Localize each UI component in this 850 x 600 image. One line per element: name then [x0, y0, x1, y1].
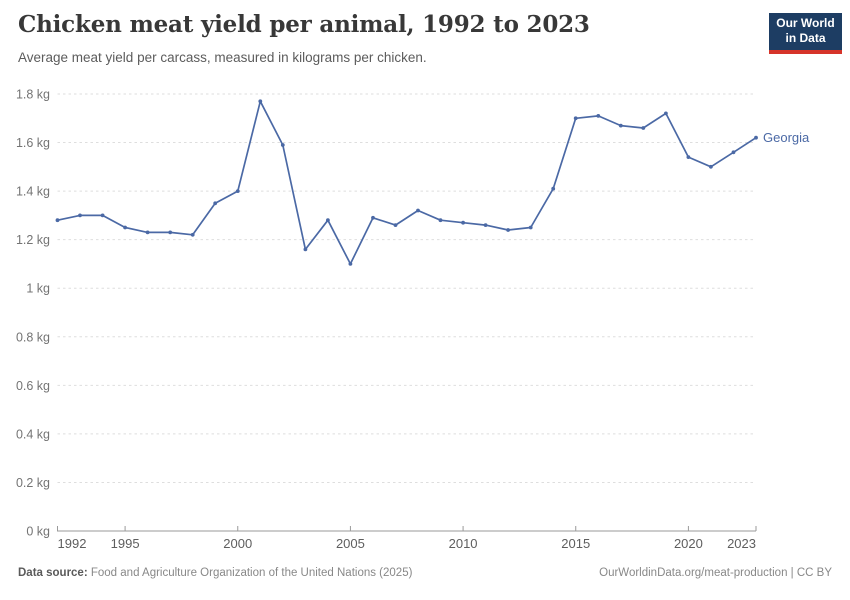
- data-point[interactable]: [416, 208, 420, 213]
- data-point[interactable]: [303, 247, 308, 252]
- data-point[interactable]: [596, 114, 601, 118]
- y-axis-labels: 0 kg 0.2 kg 0.4 kg 0.6 kg 0.8 kg 1 kg 1.2 kg 1.…: [16, 88, 50, 539]
- x-tick-label: 2010: [449, 536, 478, 551]
- x-tick-label: 2023: [727, 536, 756, 551]
- x-tick-label: 2020: [674, 536, 703, 551]
- data-point[interactable]: [686, 155, 691, 159]
- y-gridlines: [57, 93, 756, 483]
- data-point[interactable]: [438, 218, 443, 223]
- data-point[interactable]: [483, 223, 488, 228]
- series-end-label[interactable]: Georgia: [763, 130, 810, 145]
- data-point[interactable]: [664, 111, 668, 116]
- data-point[interactable]: [326, 218, 330, 223]
- series-line-georgia[interactable]: [56, 100, 757, 265]
- data-point[interactable]: [709, 164, 713, 169]
- data-point[interactable]: [573, 116, 578, 121]
- series-points[interactable]: [55, 99, 758, 266]
- data-source-label: Data source:: [18, 567, 88, 579]
- y-tick-label: 0.4 kg: [16, 427, 50, 441]
- data-point[interactable]: [618, 123, 623, 128]
- data-point[interactable]: [393, 223, 398, 228]
- data-point[interactable]: [190, 232, 195, 237]
- data-point[interactable]: [641, 126, 646, 130]
- data-point[interactable]: [213, 201, 218, 206]
- owid-logo-line1: Our World: [776, 16, 835, 30]
- owid-logo-line2: in Data: [785, 31, 826, 45]
- data-point[interactable]: [100, 213, 105, 218]
- x-tick-label: 2005: [336, 536, 365, 551]
- data-point[interactable]: [280, 143, 285, 147]
- chart-footer: Data source: Food and Agriculture Organi…: [18, 566, 832, 580]
- data-point[interactable]: [55, 218, 60, 223]
- data-point[interactable]: [168, 230, 173, 235]
- y-tick-label: 0.8 kg: [16, 330, 50, 344]
- data-point[interactable]: [235, 189, 240, 193]
- data-point[interactable]: [461, 220, 465, 225]
- data-point[interactable]: [371, 215, 375, 220]
- x-tick-label: 2000: [223, 536, 252, 551]
- data-source-line: Data source: Food and Agriculture Organi…: [18, 566, 412, 580]
- owid-logo[interactable]: Our World in Data: [769, 13, 842, 54]
- data-point[interactable]: [551, 186, 556, 191]
- y-tick-label: 1.4 kg: [16, 185, 50, 199]
- chart-subtitle: Average meat yield per carcass, measured…: [18, 50, 427, 65]
- x-tick-label: 2015: [561, 536, 590, 551]
- attribution-text[interactable]: OurWorldinData.org/meat-production | CC …: [599, 567, 832, 579]
- y-tick-label: 1.2 kg: [16, 233, 50, 247]
- data-point[interactable]: [506, 228, 510, 232]
- y-tick-label: 0.2 kg: [16, 476, 50, 490]
- page-title: Chicken meat yield per animal, 1992 to 2…: [18, 11, 590, 38]
- y-tick-label: 0 kg: [26, 525, 50, 539]
- chart-area[interactable]: 0 kg 0.2 kg 0.4 kg 0.6 kg 0.8 kg 1 kg 1.2 kg 1.…: [0, 80, 850, 558]
- x-axis-ticks: [57, 526, 757, 531]
- x-tick-label: 1992: [58, 536, 87, 551]
- data-source-text: Food and Agriculture Organization of the…: [87, 567, 413, 579]
- data-point[interactable]: [258, 99, 263, 104]
- data-point[interactable]: [78, 213, 82, 218]
- y-tick-label: 1.8 kg: [16, 88, 50, 102]
- chart-svg: 0 kg 0.2 kg 0.4 kg 0.6 kg 0.8 kg 1 kg 1.2 kg 1.…: [16, 88, 810, 552]
- y-tick-label: 0.6 kg: [16, 379, 50, 393]
- data-point[interactable]: [731, 150, 736, 155]
- y-tick-label: 1 kg: [26, 282, 50, 296]
- data-point[interactable]: [348, 262, 353, 266]
- data-point[interactable]: [123, 225, 127, 230]
- x-tick-label: 1995: [111, 536, 140, 551]
- data-point[interactable]: [145, 230, 150, 235]
- chart-header: Chicken meat yield per animal, 1992 to 2…: [18, 10, 750, 66]
- x-axis-labels: 1992 1995 2000 2005 2010 2015 2020 2023: [58, 536, 757, 551]
- data-point[interactable]: [754, 135, 758, 140]
- data-point[interactable]: [528, 225, 533, 230]
- y-tick-label: 1.6 kg: [16, 136, 50, 150]
